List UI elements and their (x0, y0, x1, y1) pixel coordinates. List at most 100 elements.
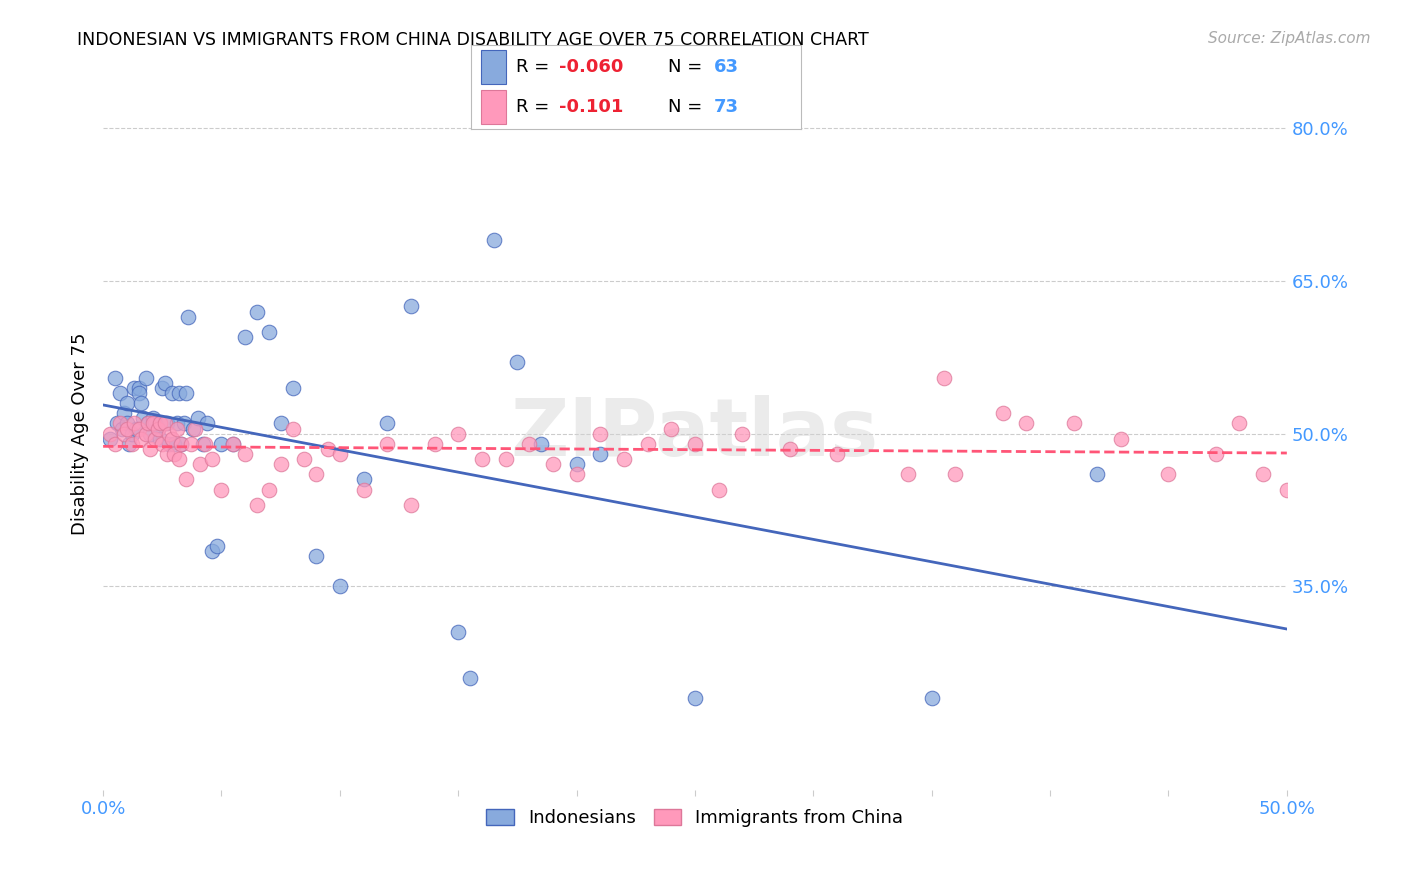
Point (115, 417, 138, 431)
Point (991, 406, 1014, 420)
Point (128, 421, 150, 435)
Point (188, 457, 211, 471)
Point (114, 426, 136, 441)
Text: 63: 63 (714, 58, 740, 76)
Point (149, 432, 172, 446)
Point (160, 386, 183, 401)
Point (447, 625, 470, 640)
Text: -0.060: -0.060 (558, 58, 623, 76)
Point (149, 417, 172, 431)
Point (305, 549, 328, 563)
Point (825, 447, 848, 461)
Point (108, 386, 131, 401)
Point (146, 421, 169, 435)
Point (316, 442, 339, 456)
Point (246, 304, 269, 318)
Point (122, 381, 145, 395)
Point (146, 421, 169, 435)
Point (194, 437, 217, 451)
Point (163, 437, 186, 451)
Point (104, 370, 127, 384)
Point (482, 233, 505, 247)
Point (170, 437, 193, 451)
Point (1205, 447, 1227, 461)
Text: INDONESIAN VS IMMIGRANTS FROM CHINA DISABILITY AGE OVER 75 CORRELATION CHART: INDONESIAN VS IMMIGRANTS FROM CHINA DISA… (77, 31, 869, 49)
Point (281, 421, 304, 435)
Point (139, 426, 162, 441)
Point (180, 437, 202, 451)
Point (897, 467, 920, 482)
Point (174, 473, 197, 487)
Point (1251, 467, 1274, 482)
Point (423, 437, 446, 451)
Point (111, 421, 134, 435)
Point (613, 452, 636, 467)
Point (174, 386, 197, 401)
Point (945, 467, 967, 482)
Point (170, 437, 193, 451)
Point (98, 426, 121, 441)
Point (205, 539, 228, 553)
Bar (481, 50, 506, 84)
Point (541, 457, 564, 471)
Point (1275, 483, 1298, 497)
Point (121, 426, 143, 441)
Point (129, 432, 152, 446)
Text: 73: 73 (714, 98, 740, 116)
Point (118, 437, 141, 451)
Point (458, 671, 481, 685)
Point (115, 421, 138, 435)
Point (707, 483, 730, 497)
Point (128, 386, 150, 401)
Text: N =: N = (668, 98, 707, 116)
Point (125, 421, 148, 435)
Point (160, 432, 183, 446)
Point (233, 330, 256, 344)
Point (222, 437, 245, 451)
Point (98, 432, 121, 446)
Point (270, 457, 292, 471)
Point (1157, 467, 1180, 482)
Point (471, 452, 494, 467)
Point (181, 421, 204, 435)
Point (399, 300, 422, 314)
Point (399, 498, 422, 512)
Point (128, 381, 150, 395)
Point (222, 437, 245, 451)
Point (1063, 417, 1085, 431)
Point (353, 483, 375, 497)
Point (139, 442, 162, 456)
Legend: Indonesians, Immigrants from China: Indonesians, Immigrants from China (479, 802, 911, 834)
Point (257, 325, 280, 339)
Point (233, 447, 256, 461)
Bar (481, 90, 506, 124)
Point (211, 483, 233, 497)
Point (187, 411, 209, 425)
Point (195, 417, 218, 431)
Point (135, 370, 157, 384)
Point (281, 381, 304, 395)
Point (173, 417, 195, 431)
Point (329, 579, 352, 593)
Point (589, 426, 612, 441)
Point (932, 370, 955, 384)
Point (353, 473, 375, 487)
Point (921, 691, 943, 706)
Point (1229, 417, 1251, 431)
Point (157, 437, 180, 451)
Point (153, 376, 176, 390)
Point (506, 355, 529, 369)
Point (565, 467, 588, 482)
Point (589, 447, 612, 461)
Point (184, 421, 207, 435)
Text: R =: R = (516, 98, 561, 116)
Text: ZIPatlas: ZIPatlas (510, 394, 879, 473)
Point (565, 457, 588, 471)
Point (104, 437, 127, 451)
Point (1109, 432, 1132, 446)
Point (166, 417, 188, 431)
Point (122, 417, 145, 431)
Text: Source: ZipAtlas.com: Source: ZipAtlas.com (1208, 31, 1371, 46)
Point (157, 426, 180, 441)
Point (329, 447, 352, 461)
